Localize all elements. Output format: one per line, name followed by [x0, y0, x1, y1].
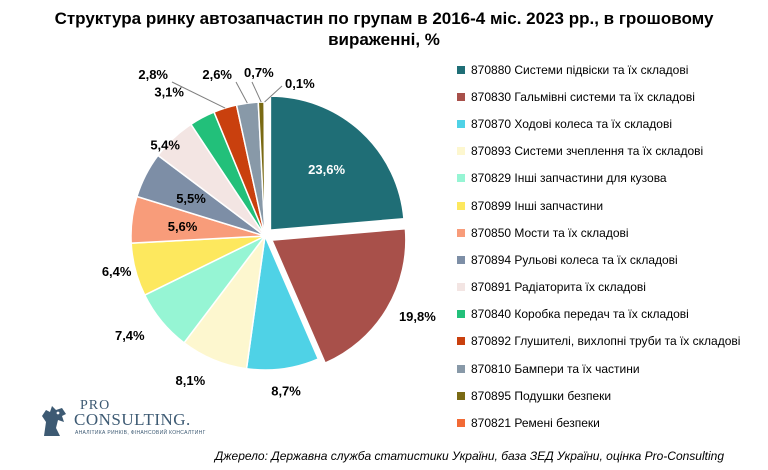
- data-label-13: 0,1%: [285, 76, 315, 91]
- data-label-11: 2,6%: [202, 67, 232, 82]
- leader-line-13: [264, 85, 283, 103]
- legend-swatch-7: [457, 255, 465, 264]
- logo-tagline: АНАЛІТИКА РИНКІВ, ФІНАНСОВИЙ КОНСАЛТИНГ: [75, 430, 206, 436]
- legend-swatch-2: [457, 119, 465, 128]
- legend-label-10: 870892 Глушителі, вихлопні труби та їх с…: [471, 334, 741, 349]
- data-label-10: 2,8%: [138, 67, 168, 82]
- source-note: Джерело: Державна служба статистики Укра…: [214, 449, 724, 463]
- logo-text-consulting: CONSULTING.: [74, 410, 191, 429]
- page-title: Структура ринку автозапчастин по групам …: [54, 9, 714, 49]
- leader-line-10: [171, 81, 226, 109]
- data-label-7: 5,5%: [176, 191, 206, 206]
- legend-swatch-5: [457, 201, 465, 210]
- legend-swatch-13: [457, 419, 465, 428]
- data-label-4: 7,4%: [115, 328, 145, 343]
- legend-label-13: 870821 Ремені безпеки: [471, 416, 600, 431]
- leader-line-12: [251, 81, 262, 103]
- legend-swatch-6: [457, 228, 465, 237]
- legend-swatch-3: [457, 147, 465, 156]
- legend-item-9: 870840 Коробка передач та їх складові: [457, 301, 757, 328]
- legend-swatch-0: [457, 65, 465, 74]
- legend-label-9: 870840 Коробка передач та їх складові: [471, 307, 689, 322]
- pie-slice-1: [270, 227, 407, 365]
- data-label-8: 5,4%: [150, 138, 180, 153]
- legend-label-6: 870850 Мости та їх складові: [471, 225, 629, 240]
- data-label-0: 23,6%: [308, 162, 345, 177]
- legend-item-3: 870893 Системи зчеплення та їх складові: [457, 138, 757, 165]
- legend-label-11: 870810 Бампери та їх частини: [471, 361, 640, 376]
- legend-swatch-11: [457, 364, 465, 373]
- legend-item-8: 870891 Радіаторита їх складові: [457, 274, 757, 301]
- legend-swatch-4: [457, 174, 465, 183]
- legend-label-3: 870893 Системи зчеплення та їх складові: [471, 144, 704, 159]
- legend-swatch-1: [457, 92, 465, 101]
- legend-item-7: 870894 Рульові колеса та їх складові: [457, 246, 757, 273]
- legend-item-1: 870830 Гальмівні системи та їх складові: [457, 83, 757, 110]
- legend-item-6: 870850 Мости та їх складові: [457, 219, 757, 246]
- data-label-2: 8,7%: [271, 384, 301, 399]
- legend-label-5: 870899 Інші запчастини: [471, 198, 604, 213]
- legend-item-5: 870899 Інші запчастини: [457, 192, 757, 219]
- legend-label-2: 870870 Ходові колеса та їх складові: [471, 116, 672, 131]
- legend-swatch-10: [457, 337, 465, 346]
- data-label-6: 5,6%: [168, 219, 198, 234]
- pro-consulting-logo: PRO CONSULTING. АНАЛІТИКА РИНКІВ, ФІНАНС…: [38, 398, 205, 442]
- legend-label-7: 870894 Рульові колеса та їх складові: [471, 252, 678, 267]
- legend-item-13: 870821 Ремені безпеки: [457, 409, 757, 436]
- legend-item-10: 870892 Глушителі, вихлопні труби та їх с…: [457, 328, 757, 355]
- legend-swatch-8: [457, 283, 465, 292]
- legend-item-12: 870895 Подушки безпеки: [457, 382, 757, 409]
- leader-line-11: [235, 81, 248, 104]
- legend-item-11: 870810 Бампери та їх частини: [457, 355, 757, 382]
- data-label-1: 19,8%: [399, 309, 436, 324]
- legend-label-1: 870830 Гальмівні системи та їх складові: [471, 89, 695, 104]
- legend-label-4: 870829 Інші запчастини для кузова: [471, 171, 667, 186]
- pie-slice-0: [269, 95, 405, 231]
- horse-head-icon: [42, 406, 66, 436]
- legend-item-0: 870880 Системи підвіски та їх складові: [457, 56, 757, 83]
- legend-label-12: 870895 Подушки безпеки: [471, 388, 612, 403]
- legend-item-4: 870829 Інші запчастини для кузова: [457, 165, 757, 192]
- logo-text-pro: PRO: [80, 398, 111, 413]
- pie-slice-13: [263, 101, 266, 237]
- legend-label-8: 870891 Радіаторита їх складові: [471, 280, 646, 295]
- data-label-3: 8,1%: [176, 373, 206, 388]
- legend-label-0: 870880 Системи підвіски та їх складові: [471, 62, 689, 77]
- legend-swatch-12: [457, 391, 465, 400]
- legend-swatch-9: [457, 310, 465, 319]
- legend: 870880 Системи підвіски та їх складові 87…: [457, 56, 757, 437]
- data-label-9: 3,1%: [154, 85, 184, 100]
- data-label-12: 0,7%: [244, 65, 274, 80]
- data-label-5: 6,4%: [102, 264, 132, 279]
- legend-item-2: 870870 Ходові колеса та їх складові: [457, 110, 757, 137]
